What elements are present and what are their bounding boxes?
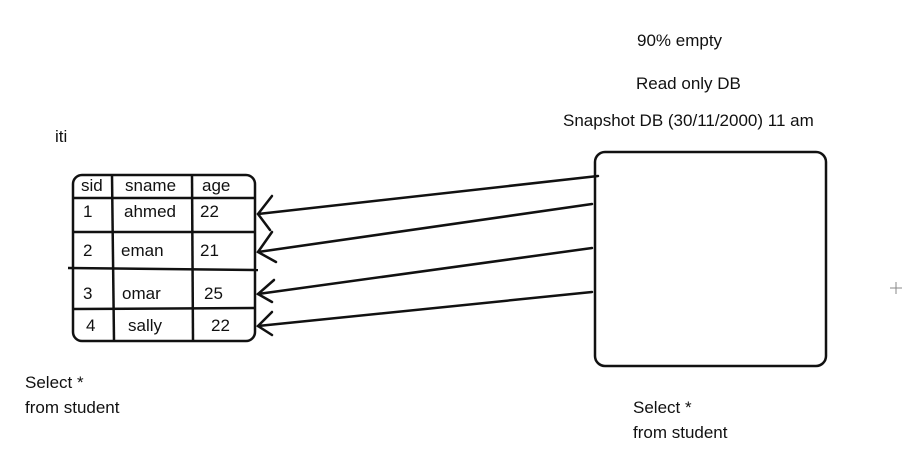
student-table-border bbox=[71, 173, 257, 343]
pointer-arrow bbox=[256, 174, 600, 232]
left-query-line2: from student bbox=[25, 398, 120, 417]
table-cell-sname: ahmed bbox=[124, 202, 176, 221]
table-header-sid: sid bbox=[81, 176, 103, 195]
note-snapshot: Snapshot DB (30/11/2000) 11 am bbox=[563, 111, 814, 130]
right-query-line1: Select * bbox=[633, 398, 692, 417]
pointer-arrow bbox=[255, 246, 594, 304]
pointer-arrow bbox=[256, 202, 594, 264]
left-query-line1: Select * bbox=[25, 373, 84, 392]
table-row-separator bbox=[67, 266, 259, 272]
note-readonly: Read only DB bbox=[636, 74, 741, 93]
right-query-line2: from student bbox=[633, 423, 728, 442]
pointer-arrow bbox=[256, 290, 594, 337]
table-col-separator bbox=[190, 174, 195, 342]
table-row-separator bbox=[72, 306, 256, 311]
snapshot-db-box bbox=[593, 150, 828, 368]
table-header-sname: sname bbox=[125, 176, 177, 195]
table-col-separator bbox=[110, 174, 116, 342]
note-empty: 90% empty bbox=[637, 31, 723, 50]
table-cell-sid: 4 bbox=[86, 316, 96, 335]
table-cell-sname: eman bbox=[121, 241, 164, 260]
table-cell-sname: sally bbox=[128, 316, 163, 335]
table-cell-sid: 2 bbox=[83, 241, 93, 260]
table-cell-sid: 1 bbox=[83, 202, 93, 221]
table-cell-sid: 3 bbox=[83, 284, 93, 303]
table-header-age: age bbox=[202, 176, 231, 195]
table-cell-age: 22 bbox=[200, 202, 219, 221]
table-cell-age: 25 bbox=[204, 284, 223, 303]
crosshair-cursor-icon bbox=[890, 282, 902, 294]
table-cell-sname: omar bbox=[122, 284, 161, 303]
table-cell-age: 21 bbox=[200, 241, 219, 260]
table-cell-age: 22 bbox=[211, 316, 230, 335]
iti-label: iti bbox=[55, 127, 68, 146]
